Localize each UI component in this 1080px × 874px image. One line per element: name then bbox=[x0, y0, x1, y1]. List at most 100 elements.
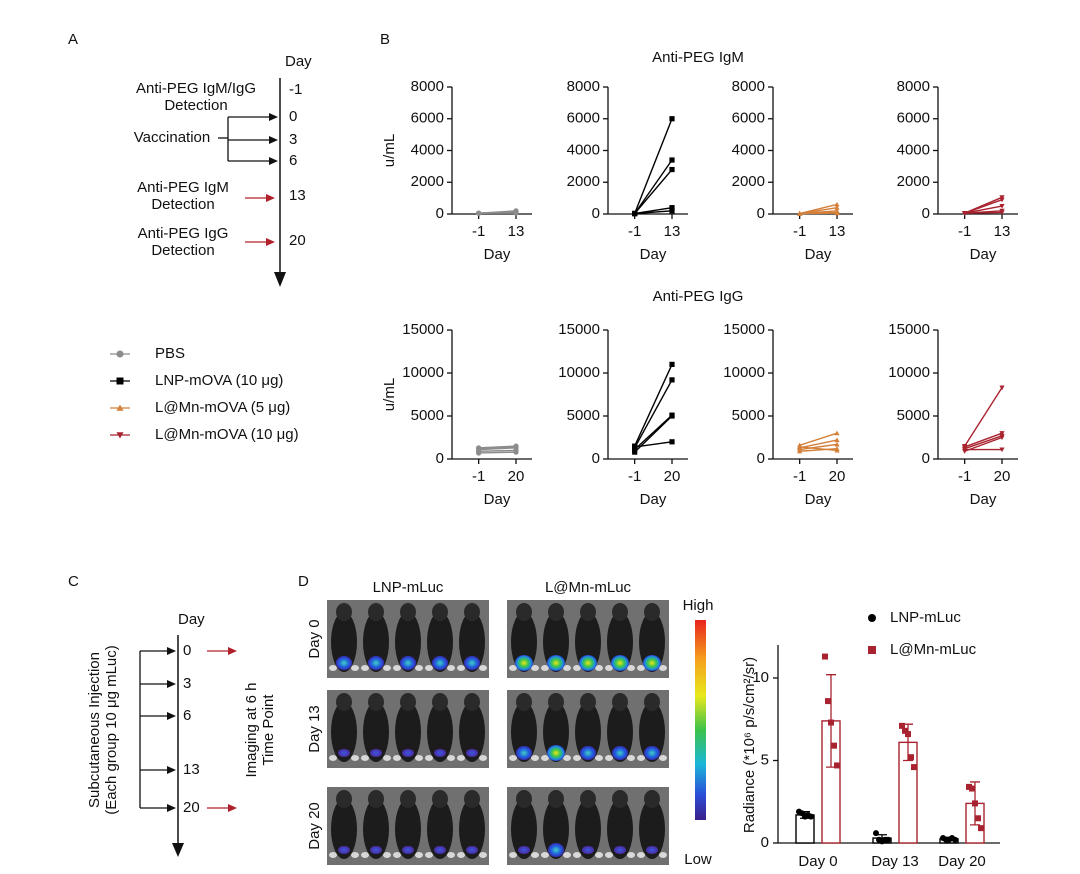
data-point bbox=[834, 762, 840, 769]
y-tick-label: 2000 bbox=[411, 173, 444, 190]
mouse-head bbox=[612, 603, 628, 621]
y-tick-label: 5000 bbox=[732, 407, 765, 424]
mouse-head bbox=[644, 693, 660, 711]
marker bbox=[669, 208, 675, 214]
day-label: 3 bbox=[289, 131, 297, 148]
legend-marker bbox=[868, 614, 876, 622]
panel-label: A bbox=[68, 31, 78, 48]
signal-blob bbox=[646, 846, 658, 854]
injection-arrow-head bbox=[167, 712, 176, 720]
mouse-leg bbox=[329, 665, 337, 671]
series-line bbox=[799, 446, 838, 452]
mouse-leg bbox=[595, 755, 603, 761]
mouse-leg bbox=[627, 665, 635, 671]
mouse bbox=[363, 799, 389, 859]
signal-blob bbox=[464, 656, 480, 670]
y-tick-label: 15000 bbox=[723, 321, 765, 338]
mouse-leg bbox=[563, 852, 571, 858]
series-line bbox=[799, 439, 838, 449]
y-tick-label: 8000 bbox=[567, 78, 600, 95]
mouse-leg bbox=[573, 852, 581, 858]
mouse-head bbox=[368, 693, 384, 711]
mouse-head bbox=[464, 790, 480, 808]
mouse-leg bbox=[351, 755, 359, 761]
mouse bbox=[395, 799, 421, 859]
series-line bbox=[634, 379, 673, 449]
mouse-leg bbox=[541, 852, 549, 858]
y-tick-label: 6000 bbox=[567, 110, 600, 127]
vaccination-arrow-head bbox=[269, 157, 278, 165]
mouse-leg bbox=[479, 852, 487, 858]
legend-marker bbox=[116, 350, 124, 358]
mouse-leg bbox=[541, 665, 549, 671]
mouse-head bbox=[336, 693, 352, 711]
marker bbox=[962, 447, 968, 453]
mouse-head bbox=[516, 603, 532, 621]
x-tick-label: -1 bbox=[793, 468, 806, 485]
data-point bbox=[978, 825, 984, 832]
event-label: Anti-PEG IgM bbox=[137, 179, 229, 196]
mouse-leg bbox=[447, 852, 455, 858]
panel-label: D bbox=[298, 573, 309, 590]
mouse-head bbox=[548, 693, 564, 711]
event-label: Detection bbox=[164, 97, 227, 114]
mouse-leg bbox=[659, 665, 667, 671]
x-tick-label: -1 bbox=[472, 468, 485, 485]
mouse-leg bbox=[351, 665, 359, 671]
marker bbox=[834, 201, 840, 207]
mouse-leg bbox=[627, 852, 635, 858]
mouse-head bbox=[368, 603, 384, 621]
y-tick-label: 10000 bbox=[888, 364, 930, 381]
signal-blob bbox=[579, 655, 597, 671]
y-tick-label: 4000 bbox=[897, 141, 930, 158]
signal-blob bbox=[582, 846, 594, 854]
mouse bbox=[363, 612, 389, 672]
panel-label: B bbox=[380, 31, 390, 48]
y-tick-label: 4000 bbox=[567, 141, 600, 158]
y-tick-label: 5 bbox=[761, 751, 769, 768]
mouse-head bbox=[464, 693, 480, 711]
marker bbox=[999, 385, 1005, 391]
y-tick-label: 4000 bbox=[732, 141, 765, 158]
mouse-head bbox=[432, 603, 448, 621]
series-line bbox=[964, 211, 1003, 214]
series-line bbox=[964, 432, 1003, 448]
mouse-head bbox=[516, 693, 532, 711]
row-label: Day 20 bbox=[306, 802, 323, 850]
mouse-leg bbox=[447, 665, 455, 671]
series-line bbox=[478, 449, 517, 452]
x-tick-label: 13 bbox=[508, 223, 525, 240]
day-label: 6 bbox=[183, 707, 191, 724]
mouse-head bbox=[432, 790, 448, 808]
injection-arrow-head bbox=[167, 647, 176, 655]
mouse-leg bbox=[509, 755, 517, 761]
mouse-head bbox=[612, 790, 628, 808]
series-line bbox=[634, 364, 673, 447]
detection-arrow-head bbox=[266, 194, 275, 202]
mouse-head bbox=[400, 693, 416, 711]
mouse-leg bbox=[659, 755, 667, 761]
mouse-leg bbox=[627, 755, 635, 761]
y-tick-label: 2000 bbox=[897, 173, 930, 190]
y-axis-label: Radiance (*10⁶ p/s/cm²/sr) bbox=[741, 657, 758, 833]
signal-blob bbox=[370, 846, 382, 854]
data-point bbox=[885, 836, 891, 843]
mouse-head bbox=[612, 693, 628, 711]
mouse-leg bbox=[415, 852, 423, 858]
marker bbox=[513, 444, 519, 450]
marker bbox=[669, 413, 675, 419]
mouse bbox=[639, 799, 665, 859]
marker bbox=[513, 210, 519, 216]
mouse-leg bbox=[637, 852, 645, 858]
marker bbox=[999, 435, 1005, 441]
day-header: Day bbox=[178, 611, 205, 628]
y-tick-label: 0 bbox=[592, 205, 600, 222]
x-tick-label: -1 bbox=[958, 468, 971, 485]
mouse bbox=[331, 612, 357, 672]
timeline-arrowhead bbox=[172, 843, 184, 857]
mouse-leg bbox=[541, 755, 549, 761]
y-axis-label: u/mL bbox=[381, 134, 398, 167]
data-point bbox=[908, 754, 914, 761]
marker bbox=[834, 437, 840, 443]
data-point bbox=[905, 731, 911, 738]
